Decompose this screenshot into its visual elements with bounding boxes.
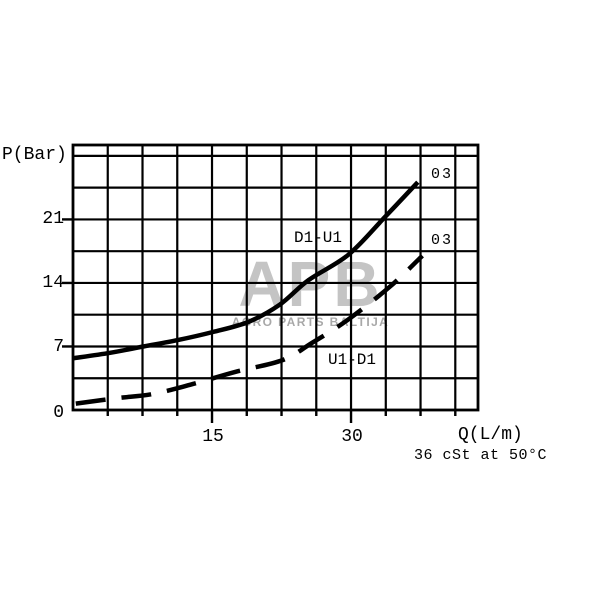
curve-u1-d1 <box>75 254 424 406</box>
y-tick-label-21: 21 <box>42 209 64 229</box>
curve-d1-u1 <box>72 180 420 361</box>
y-axis-title: P(Bar) <box>2 145 67 165</box>
series-code-d1-u1: 03 <box>431 166 454 183</box>
series-label-d1-u1: D1-U1 <box>294 229 343 247</box>
plot-frame <box>71 143 480 412</box>
axis-ticks <box>62 218 457 423</box>
series-label-u1-d1: U1-D1 <box>328 351 377 369</box>
y-tick-label-0: 0 <box>53 403 64 423</box>
y-tick-label-7: 7 <box>53 337 64 357</box>
x-tick-label-30: 30 <box>341 427 363 447</box>
series-code-u1-d1: 03 <box>431 232 454 249</box>
viscosity-note: 36 cSt at 50°C <box>414 447 548 464</box>
x-tick-label-15: 15 <box>202 427 224 447</box>
x-axis-title: Q(L/m) <box>458 425 523 445</box>
y-tick-label-14: 14 <box>42 273 64 293</box>
